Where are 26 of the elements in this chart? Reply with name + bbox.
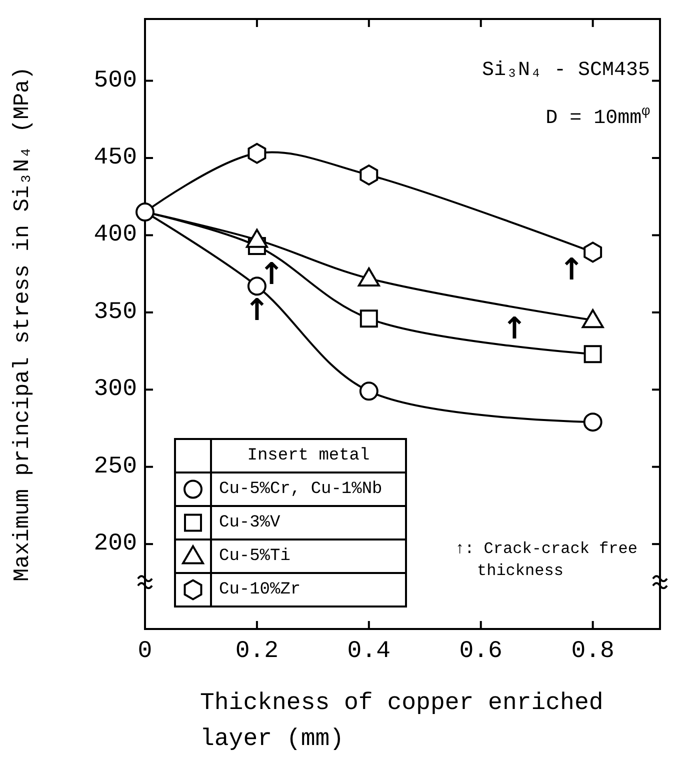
y-tick-label: 350	[94, 298, 137, 326]
x-tick-label: 0.8	[571, 638, 614, 665]
legend-title: Insert metal	[247, 446, 370, 466]
y-tick-label: 500	[94, 67, 137, 94]
x-axis-title: Thickness of copper enriched layer (mm)	[200, 690, 604, 753]
y-tick-label: 300	[94, 376, 137, 404]
y-tick-label: 250	[94, 453, 137, 480]
x-tick-label: 0	[138, 638, 152, 665]
y-tick-label: 450	[94, 144, 137, 172]
annotation: D = 10mm$^{φ}$	[546, 104, 651, 130]
annotation: ↑	[502, 311, 528, 346]
annotation: ↑	[558, 252, 584, 288]
annotation: Si₃N₄ - SCM435	[482, 59, 650, 82]
legend-label: Cu-10%Zr	[219, 580, 301, 600]
x-tick-label: 0.4	[347, 638, 391, 665]
x-tick-label: 0.6	[459, 638, 502, 665]
legend-label: Cu-5%Ti	[219, 546, 290, 566]
y-axis-title: Maximum principal stress in Si₃N₄ (MPa)	[10, 66, 35, 582]
annotation: ↑: Crack-crack free thickness	[455, 540, 638, 580]
annotation: ↑	[258, 257, 284, 292]
x-tick-label: 0.2	[235, 638, 279, 665]
y-tick-label: 400	[94, 222, 137, 249]
y-tick-label: 200	[94, 530, 137, 558]
annotation: ↑	[244, 292, 270, 328]
legend-label: Cu-3%V	[219, 513, 282, 532]
legend-label: Cu-5%Cr, Cu-1%Nb	[219, 480, 382, 499]
